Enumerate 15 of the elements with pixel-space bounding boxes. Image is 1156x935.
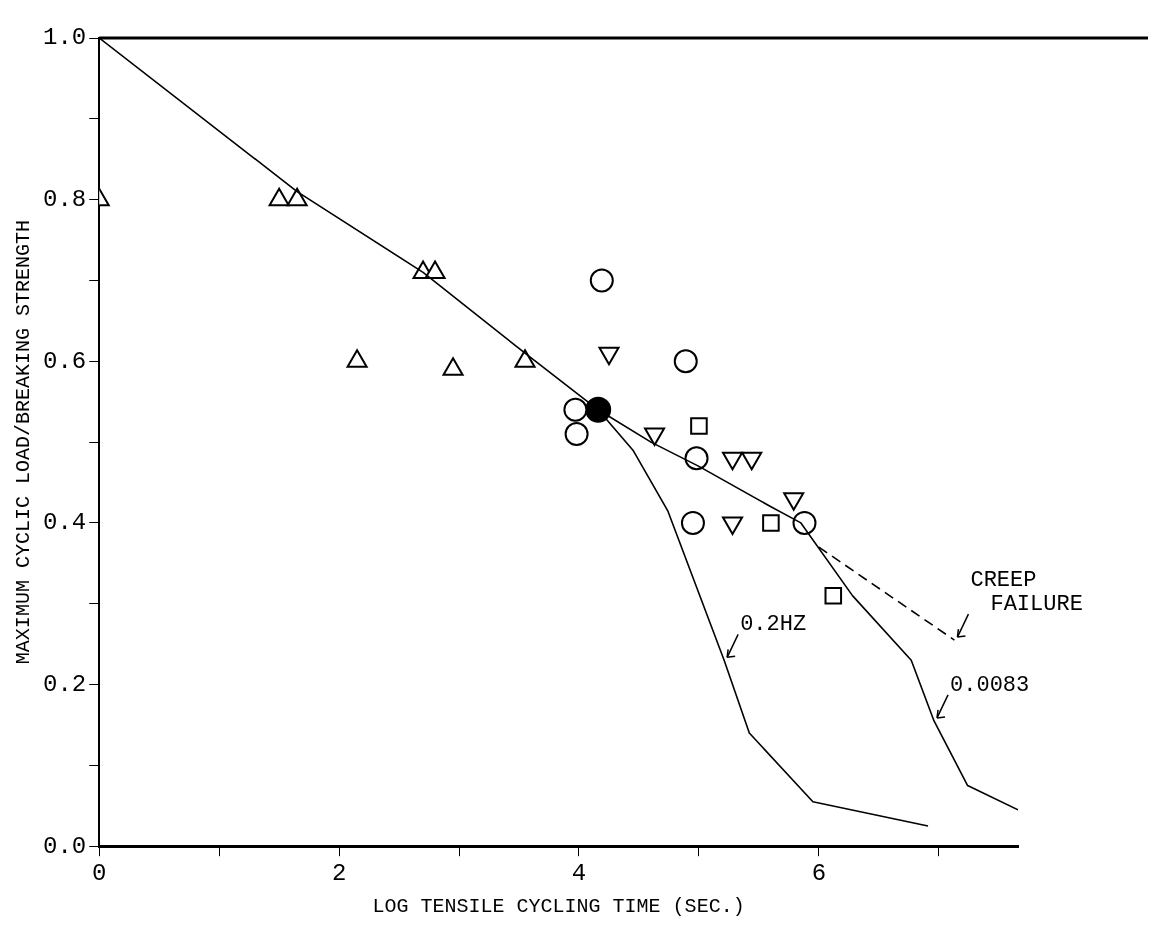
y-tick-label: 0.4 — [42, 509, 87, 537]
y-tick-label: 0.8 — [42, 186, 87, 213]
y-axis-title: MAXIMUM CYCLIC LOAD/BREAKING STRENGTH — [12, 220, 36, 665]
annotation: 0.0083 — [950, 672, 1030, 698]
y-tick-label: 1.0 — [42, 24, 87, 52]
annotation: 0.2HZ — [740, 612, 807, 638]
y-tick-label: 0.0 — [42, 832, 87, 860]
annotation: CREEP FAILURE — [970, 568, 1083, 618]
x-tick-label: 4 — [571, 859, 587, 887]
y-tick-label: 0.2 — [42, 670, 87, 698]
x-tick-label: 2 — [331, 859, 347, 887]
y-tick-label: 0.6 — [42, 347, 87, 375]
x-axis-title: LOG TENSILE CYCLING TIME (SEC.) — [372, 895, 745, 919]
x-tick-label: 0 — [92, 859, 107, 887]
x-tick-label: 6 — [811, 859, 827, 887]
